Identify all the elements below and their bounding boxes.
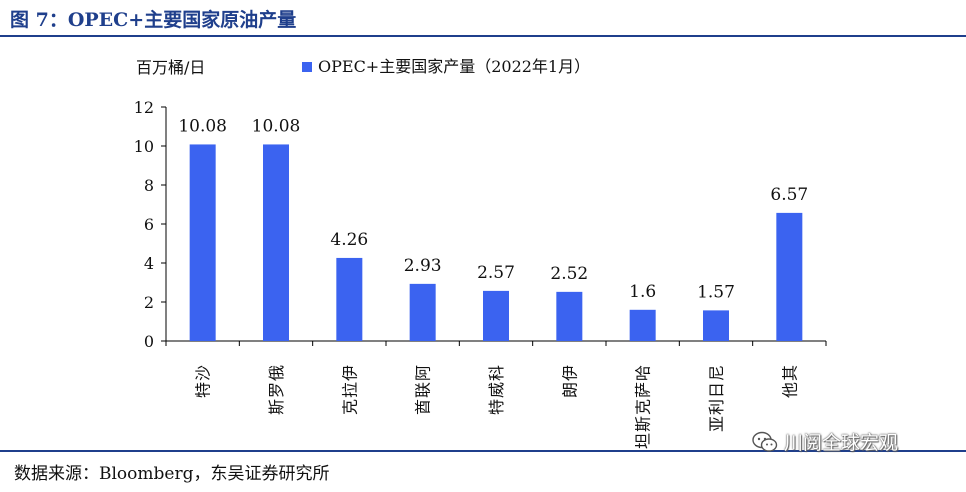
category-label-char: 克 <box>340 399 359 415</box>
category-label-char: 阿 <box>414 365 433 381</box>
figure-header: 图 7：OPEC+主要国家原油产量 <box>0 0 966 37</box>
category-label-char: 罗 <box>267 382 286 398</box>
y-tick-label: 12 <box>134 98 154 117</box>
bar-6 <box>629 309 656 341</box>
category-label-char: 斯 <box>634 416 653 432</box>
legend-label: OPEC+主要国家产量（2022年1月） <box>318 57 590 76</box>
category-label-char: 萨 <box>634 382 653 398</box>
category-label-char: 特 <box>487 399 506 415</box>
bar-2 <box>336 257 363 341</box>
bar-chart: 百万桶/日024681012沙特俄罗斯伊拉克阿联酋科威特伊朗哈萨克斯坦尼日利亚其… <box>134 57 827 449</box>
category-label-char: 他 <box>780 382 799 398</box>
category-label-char: 日 <box>707 382 726 398</box>
data-label: 10.08 <box>178 116 227 136</box>
category-label-char: 伊 <box>340 365 359 381</box>
watermark-text: 川阅全球宏观 <box>784 432 899 454</box>
data-label: 10.08 <box>252 116 301 136</box>
legend-swatch <box>302 62 312 72</box>
y-tick-label: 6 <box>144 215 154 234</box>
category-label-char: 酋 <box>414 399 433 415</box>
bar-3 <box>409 283 436 341</box>
axis-layer: 百万桶/日024681012沙特俄罗斯伊拉克阿联酋科威特伊朗哈萨克斯坦尼日利亚其… <box>134 58 827 449</box>
category-label-char: 科 <box>487 365 506 381</box>
bar-5 <box>556 291 583 341</box>
category-label-char: 斯 <box>267 399 286 415</box>
y-tick-label: 4 <box>144 254 154 273</box>
bar-0 <box>189 144 216 341</box>
bar-layer <box>189 144 803 341</box>
category-label-char: 沙 <box>194 365 213 381</box>
category-label-char: 尼 <box>707 365 726 381</box>
bar-7 <box>703 310 729 341</box>
y-tick-label: 8 <box>144 176 154 195</box>
data-label: 4.26 <box>330 230 368 250</box>
y-tick-label: 0 <box>144 332 154 351</box>
category-label-char: 坦 <box>634 433 653 449</box>
bottom-rule <box>0 450 966 452</box>
category-label-char: 亚 <box>707 416 726 432</box>
data-label: 1.6 <box>629 282 656 302</box>
category-label-char: 克 <box>634 399 653 415</box>
category-label-char: 俄 <box>267 365 286 381</box>
category-label-char: 特 <box>194 382 213 398</box>
y-axis-unit-label: 百万桶/日 <box>136 58 205 77</box>
category-label-char: 拉 <box>340 382 359 398</box>
bar-8 <box>776 212 803 341</box>
y-tick-label: 2 <box>144 293 154 312</box>
data-label: 1.57 <box>697 282 735 302</box>
data-label: 6.57 <box>770 185 808 205</box>
category-label-char: 利 <box>707 399 726 415</box>
data-label: 2.52 <box>550 264 588 284</box>
data-label-layer: 10.08 10.08 4.26 2.93 2.57 2.52 1.6 1.57 6.57 <box>178 116 808 302</box>
source-note: 数据来源：Bloomberg，东吴证券研究所 <box>14 464 330 484</box>
bar-4 <box>483 290 509 341</box>
legend: OPEC+主要国家产量（2022年1月） <box>302 57 590 76</box>
watermark: 川阅全球宏观 <box>752 428 898 455</box>
category-label-char: 威 <box>487 382 506 398</box>
figure-title: 图 7：OPEC+主要国家原油产量 <box>10 9 297 31</box>
category-label-char: 联 <box>414 382 433 398</box>
top-rule <box>0 35 966 37</box>
data-label: 2.57 <box>477 263 515 283</box>
bar-1 <box>263 144 289 341</box>
category-label-char: 朗 <box>560 382 579 398</box>
y-tick-label: 10 <box>134 137 154 156</box>
category-label-char: 伊 <box>560 365 579 381</box>
category-label-char: 哈 <box>634 365 653 381</box>
wechat-icon <box>752 431 778 452</box>
data-label: 2.93 <box>404 256 442 276</box>
category-label-char: 其 <box>780 365 799 381</box>
